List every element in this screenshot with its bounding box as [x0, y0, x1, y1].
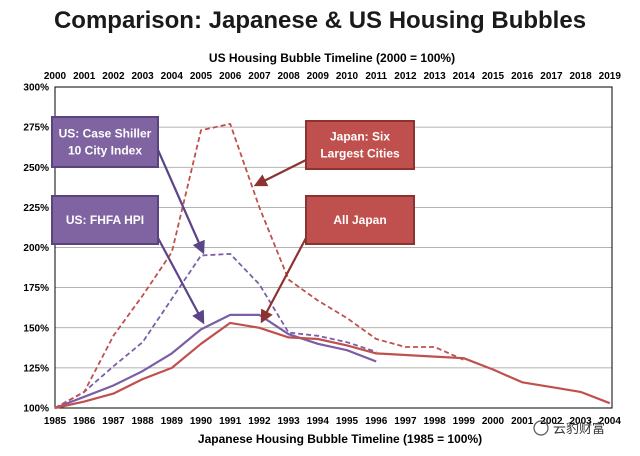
plot-area: [54, 86, 613, 409]
arrow-all-japan: [260, 237, 307, 324]
top-x-axis-ticks: 2000 2001 2002 2003 2004 2005 2006 2007 2008 2009…: [44, 71, 621, 82]
callout-text: US: Case Shiller: [59, 127, 152, 141]
bottom-x-tick-label: 1996: [365, 416, 388, 427]
bottom-x-tick-label: 1986: [73, 416, 96, 427]
bottom-x-tick-label: 1994: [307, 416, 330, 427]
callout-box: [51, 116, 159, 168]
top-x-tick-label: 2008: [277, 71, 300, 82]
annotation-arrows: [156, 149, 307, 325]
callout-box: [51, 195, 159, 245]
bottom-x-tick-label: 1997: [394, 416, 417, 427]
bottom-x-tick-label: 2001: [511, 416, 534, 427]
series-lines: [54, 123, 611, 410]
bottom-axis-title: Japanese Housing Bubble Timeline (1985 =…: [198, 432, 482, 446]
y-tick-label: 225%: [23, 203, 49, 214]
callout-box: [305, 195, 415, 245]
bottom-x-tick-label: 2000: [482, 416, 505, 427]
top-x-tick-label: 2002: [102, 71, 125, 82]
y-tick-label: 250%: [23, 163, 49, 174]
callout-text: Japan: Six: [330, 130, 390, 144]
arrow-fhfa: [157, 237, 205, 325]
callout-box: [305, 120, 415, 170]
japan-six-cities-line: [54, 123, 465, 409]
callout-case-shiller: US: Case Shiller 10 City Index: [51, 116, 159, 168]
callout-fhfa: US: FHFA HPI: [51, 195, 159, 245]
arrow-japan-six-cities: [253, 159, 307, 187]
bottom-x-tick-label: 1998: [423, 416, 446, 427]
arrow-case-shiller: [156, 149, 205, 255]
bottom-x-tick-label: 2004: [599, 416, 622, 427]
watermark-text: 云豹财富: [553, 421, 605, 436]
top-x-tick-label: 2003: [131, 71, 154, 82]
top-x-tick-label: 2018: [569, 71, 592, 82]
case-shiller-line: [54, 252, 377, 409]
top-x-tick-label: 2000: [44, 71, 67, 82]
all-japan-line: [54, 321, 611, 410]
annotation-boxes: US: Case Shiller 10 City Index US: FHFA HP…: [51, 116, 415, 245]
bottom-x-axis-ticks: 1985 1986 1987 1988 1989 1990 1991 1992 1993 1994…: [44, 416, 621, 427]
bottom-x-tick-label: 2002: [540, 416, 563, 427]
callout-all-japan: All Japan: [305, 195, 415, 245]
top-x-tick-label: 2015: [482, 71, 505, 82]
fhfa-line: [54, 313, 377, 410]
top-x-tick-label: 2017: [540, 71, 563, 82]
top-x-tick-label: 2010: [336, 71, 359, 82]
bottom-x-tick-label: 1993: [277, 416, 300, 427]
y-tick-label: 100%: [23, 404, 49, 415]
top-x-tick-label: 2016: [511, 71, 534, 82]
bottom-x-tick-label: 1990: [190, 416, 213, 427]
top-x-tick-label: 2001: [73, 71, 96, 82]
callout-text: US: FHFA HPI: [66, 213, 144, 227]
bottom-x-tick-label: 1995: [336, 416, 359, 427]
bottom-x-tick-label: 1988: [131, 416, 154, 427]
y-tick-label: 150%: [23, 323, 49, 334]
watermark-logo-icon: [533, 420, 549, 436]
top-x-tick-label: 2009: [307, 71, 330, 82]
chart-title: Comparison: Japanese & US Housing Bubble…: [54, 7, 586, 34]
top-x-tick-label: 2006: [219, 71, 242, 82]
y-axis-ticks: 100% 125% 150% 175% 200% 225% 250% 275% 300%: [23, 83, 49, 415]
bottom-x-tick-label: 2003: [569, 416, 592, 427]
bottom-x-tick-label: 1989: [161, 416, 184, 427]
bottom-x-tick-label: 1991: [219, 416, 242, 427]
top-x-tick-label: 2004: [161, 71, 184, 82]
top-x-tick-label: 2007: [248, 71, 271, 82]
top-x-tick-label: 2019: [599, 71, 622, 82]
callout-text: 10 City Index: [68, 144, 142, 158]
bottom-x-tick-label: 1999: [453, 416, 476, 427]
callout-japan-six-cities: Japan: Six Largest Cities: [305, 120, 415, 170]
top-x-tick-label: 2012: [394, 71, 417, 82]
bottom-x-tick-label: 1992: [248, 416, 271, 427]
top-x-tick-label: 2005: [190, 71, 213, 82]
top-x-tick-label: 2013: [423, 71, 446, 82]
bottom-x-tick-label: 1985: [44, 416, 67, 427]
watermark: 云豹财富: [533, 420, 605, 436]
y-tick-label: 175%: [23, 283, 49, 294]
y-tick-label: 300%: [23, 83, 49, 94]
callout-text: Largest Cities: [320, 147, 400, 161]
y-tick-label: 275%: [23, 123, 49, 134]
y-tick-label: 125%: [23, 363, 49, 374]
top-axis-title: US Housing Bubble Timeline (2000 = 100%): [209, 51, 455, 65]
y-tick-label: 200%: [23, 243, 49, 254]
bottom-x-tick-label: 1987: [102, 416, 125, 427]
top-x-tick-label: 2011: [365, 71, 387, 82]
callout-text: All Japan: [333, 213, 386, 227]
top-x-tick-label: 2014: [453, 71, 476, 82]
